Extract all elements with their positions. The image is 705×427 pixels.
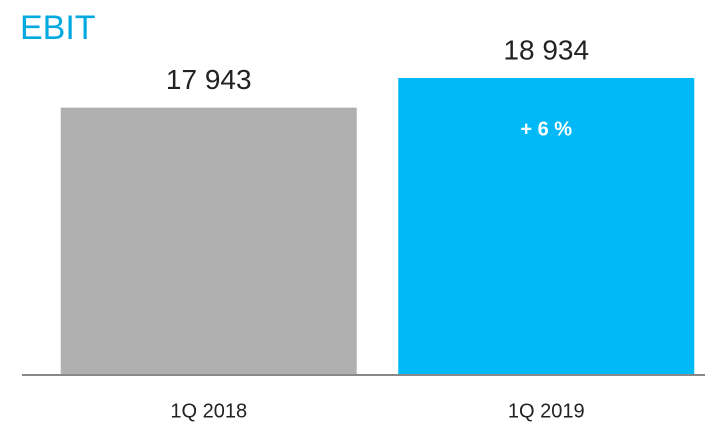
x-tick-label: 1Q 2019 <box>508 400 585 422</box>
chart-title: EBIT <box>20 9 96 47</box>
value-label: 18 934 <box>503 34 589 65</box>
bar <box>398 77 695 376</box>
annotation: + 6 % <box>520 118 572 140</box>
x-tick-label: 1Q 2018 <box>170 400 247 422</box>
bar <box>60 107 357 375</box>
value-label: 17 943 <box>166 64 252 95</box>
